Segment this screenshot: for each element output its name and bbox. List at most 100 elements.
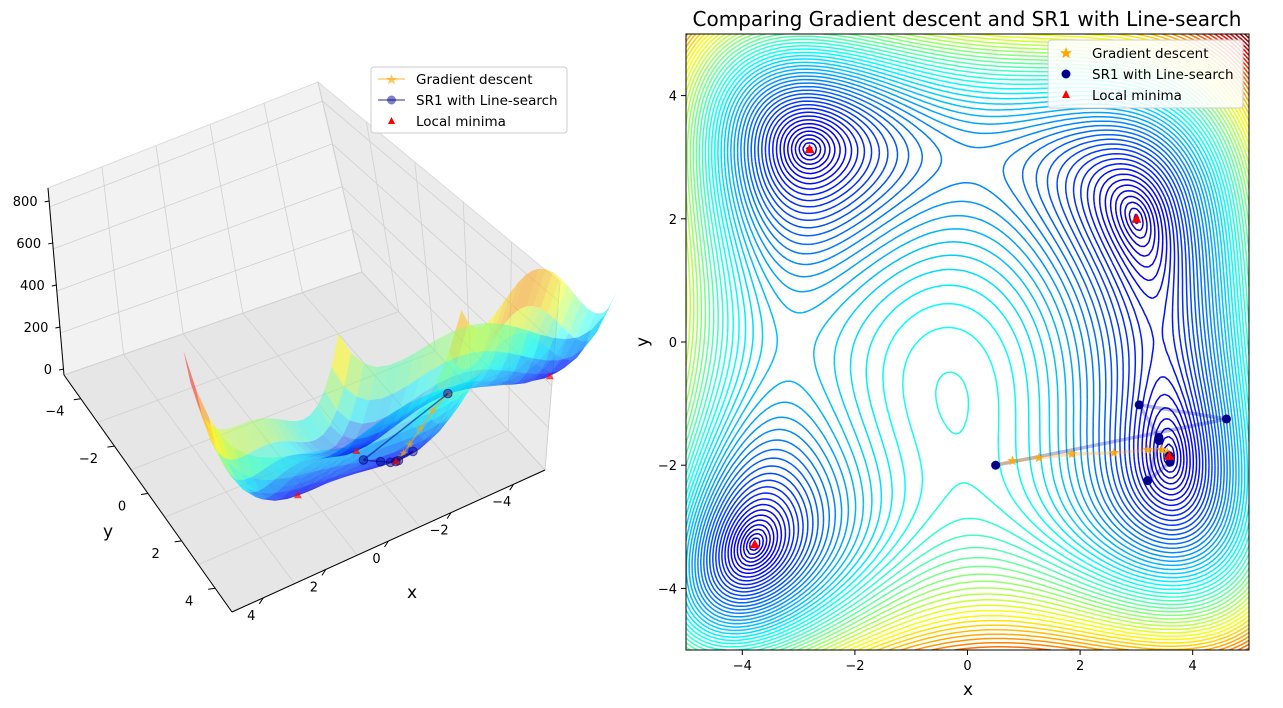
surface-facet [547,278,568,319]
sr1-point [1134,400,1144,410]
surface-facet [554,285,575,327]
surface-facet [415,418,435,437]
contour-line [688,68,1237,625]
contour-line [691,71,1234,622]
surface-facet [405,391,426,415]
y-axis-line-3d [63,374,233,613]
surface-facet [422,407,442,425]
surface-facet [568,302,589,339]
surface-facet [300,453,320,459]
grid-line [366,121,399,312]
surface-facet [254,418,274,445]
surface-facet [337,386,357,421]
surface-facet [310,457,330,471]
surface-facet [424,390,444,406]
surface-facet [370,445,390,461]
surface-facet [445,326,465,363]
surface-facet [440,399,461,423]
sr1-segment-3d [380,460,391,464]
surface-facet [564,348,585,368]
surface-facet [375,393,395,422]
surface-facet [499,380,520,385]
surface-facet [224,458,244,480]
surface-facet [342,420,363,440]
contour-line [724,111,1201,582]
sr1-point [1221,414,1231,424]
x-tick-label: 4 [1189,659,1197,674]
surface-facet [356,363,377,401]
sr1-step-arrow [1138,403,1227,421]
surface-facet [197,404,218,453]
surface-facet [521,330,541,359]
x-tick-3d [509,483,515,491]
surface-facet [217,452,237,480]
gd-point [1033,452,1045,463]
legend-label-sr1: SR1 with Line-search [1092,67,1234,83]
grid-line [209,124,244,314]
local-minimum-marker [1164,450,1175,460]
gd-point-3d [416,424,425,433]
surface-facet [251,473,271,489]
surface-facet [289,480,309,492]
surface-facet [429,392,450,403]
surface-facet [584,315,604,348]
x-tick-label-3d: −2 [430,524,449,539]
surface-facet [394,353,415,393]
surface-facet [339,451,360,469]
legend-label-gd: Gradient descent [1092,46,1209,62]
surface-facet [404,407,424,423]
gd-point [1007,455,1018,466]
x-tick-label: 2 [1076,659,1084,674]
surface-facet [246,419,267,448]
surface-facet [456,370,476,386]
surface-facet [308,464,329,481]
surface-facet [277,471,298,480]
sr1-point [991,460,1001,470]
surface-facet [420,422,441,442]
legend-label-minima: Local minima [1092,88,1182,104]
surface-facet [431,377,451,398]
paths-2d [749,144,1231,549]
surface-facet [298,459,319,463]
sr1-point [1143,476,1153,486]
surface-facet [520,306,541,335]
local-minimum-marker-3d [352,447,361,455]
surface-facet [380,408,401,432]
gd-step-arrow [1071,451,1114,456]
surface-facet [284,466,305,473]
x-tick-label: 0 [963,659,971,674]
surface-facet [300,483,320,495]
legend-circle-icon [387,95,396,105]
surface-facet [237,479,257,493]
contour-line [694,75,1231,618]
surface-facet [280,441,301,455]
surface-facet [331,333,352,387]
surface-facet [575,309,596,342]
y-tick-3d [140,493,149,495]
y-axis-label-3d: y [103,522,113,542]
z-tick-label-3d: 400 [20,279,45,294]
legend-circle-icon [1061,69,1071,79]
surface-facet [239,421,260,452]
contour-line [718,104,1207,590]
paths-3d [293,372,554,499]
surface-facet [326,458,347,476]
sr1-point-3d [443,388,453,399]
surface-facet [474,380,495,387]
surface-facet [324,367,345,411]
surface-facet [498,282,518,333]
x-tick-3d [321,569,327,576]
surface-facet [390,429,410,446]
surface-facet [501,353,521,372]
surface-facet [449,382,469,393]
surface-facet [281,488,302,498]
surface-facet [314,466,334,483]
surface-facet [435,399,455,419]
surface-facet [395,436,416,452]
surface-facet [348,437,368,449]
y-tick-label-3d: 0 [118,500,126,515]
surface-facet [432,331,453,370]
surface-facet [308,439,329,454]
surface-facet [249,491,270,500]
